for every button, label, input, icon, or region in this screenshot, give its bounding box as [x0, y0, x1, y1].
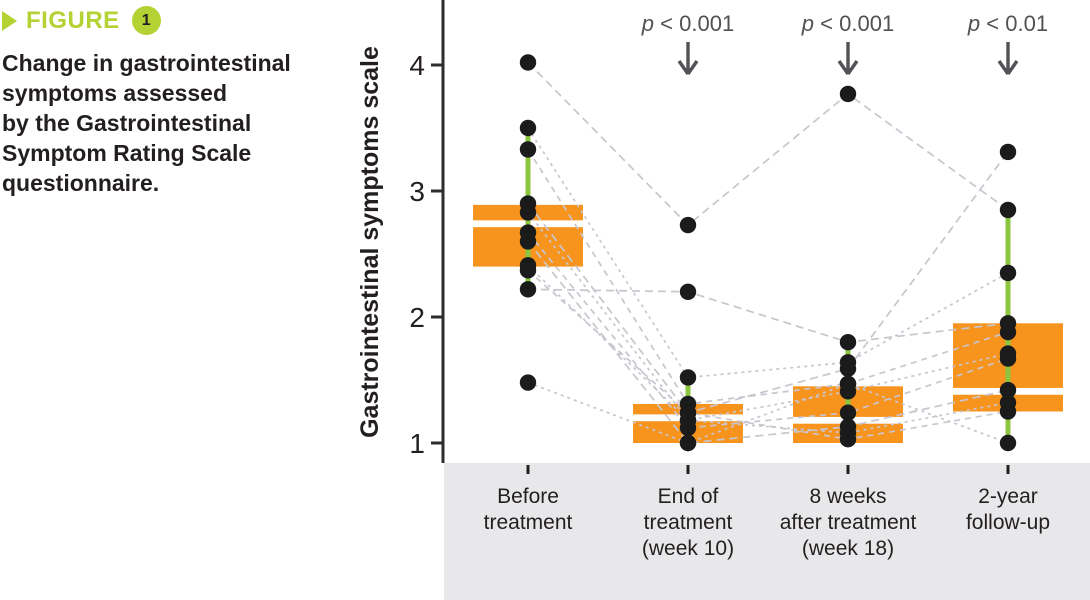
- data-point: [839, 85, 857, 103]
- down-arrow-icon: [837, 42, 859, 75]
- p-annotation-label: p < 0.01: [967, 11, 1048, 36]
- figure-caption: Change in gastrointestinal symptoms asse…: [2, 50, 291, 196]
- data-point: [839, 375, 857, 392]
- y-tick-label: 1: [409, 428, 425, 459]
- x-label-band: [444, 463, 1090, 600]
- data-point: [519, 233, 537, 250]
- subject-line: [527, 264, 1009, 434]
- p-annotation-label: p < 0.001: [801, 11, 894, 36]
- data-point: [679, 434, 697, 452]
- y-tick-label: 4: [409, 50, 425, 81]
- data-point: [679, 369, 697, 386]
- data-point: [839, 360, 857, 377]
- p-annotation-label: p < 0.001: [641, 11, 734, 36]
- x-category-label: 8 weeks after treatment (week 18): [780, 485, 917, 560]
- subject-line: [527, 148, 1009, 405]
- subject-line: [527, 288, 1009, 344]
- data-point: [999, 264, 1017, 282]
- y-tick-label: 2: [409, 302, 425, 333]
- data-point: [999, 315, 1017, 332]
- data-point: [999, 350, 1017, 367]
- data-point: [519, 262, 537, 279]
- y-tick-label: 3: [409, 176, 425, 207]
- data-point: [999, 434, 1017, 452]
- data-point: [519, 54, 537, 71]
- figure-caption-block: FIGURE 1 Change in gastrointestinal symp…: [2, 6, 347, 198]
- figure-pointer-icon: [2, 10, 17, 31]
- subject-line: [527, 211, 1009, 422]
- subject-line: [527, 232, 1009, 429]
- subject-line: [527, 240, 1009, 444]
- data-point: [679, 404, 697, 421]
- down-arrow-icon: [997, 42, 1019, 75]
- data-point: [519, 141, 537, 158]
- x-category-label: Before treatment: [484, 485, 573, 534]
- data-point: [999, 403, 1017, 420]
- subject-line: [527, 127, 1009, 379]
- figure-label: FIGURE: [26, 6, 120, 34]
- data-point: [839, 334, 857, 351]
- subject-line: [527, 151, 1009, 414]
- x-category-label: End of treatment (week 10): [642, 485, 734, 560]
- data-point: [679, 216, 697, 234]
- data-point: [839, 404, 857, 421]
- subject-line: [527, 61, 1009, 227]
- y-axis-title: Gastrointestinal symptoms scale: [356, 46, 384, 438]
- data-point: [519, 204, 537, 221]
- figure-number-badge: 1: [131, 6, 161, 35]
- x-category-label: 2-year follow-up: [966, 485, 1050, 534]
- data-point: [999, 201, 1017, 219]
- data-point: [839, 431, 857, 448]
- subject-line: [527, 381, 1009, 444]
- figure-number: 1: [141, 11, 151, 29]
- data-point: [999, 143, 1017, 161]
- data-point: [999, 381, 1017, 399]
- figure-header: FIGURE 1: [2, 6, 347, 35]
- data-point: [519, 374, 537, 391]
- data-point: [679, 283, 697, 300]
- data-point: [519, 281, 537, 298]
- data-point: [519, 119, 537, 137]
- down-arrow-icon: [677, 42, 699, 75]
